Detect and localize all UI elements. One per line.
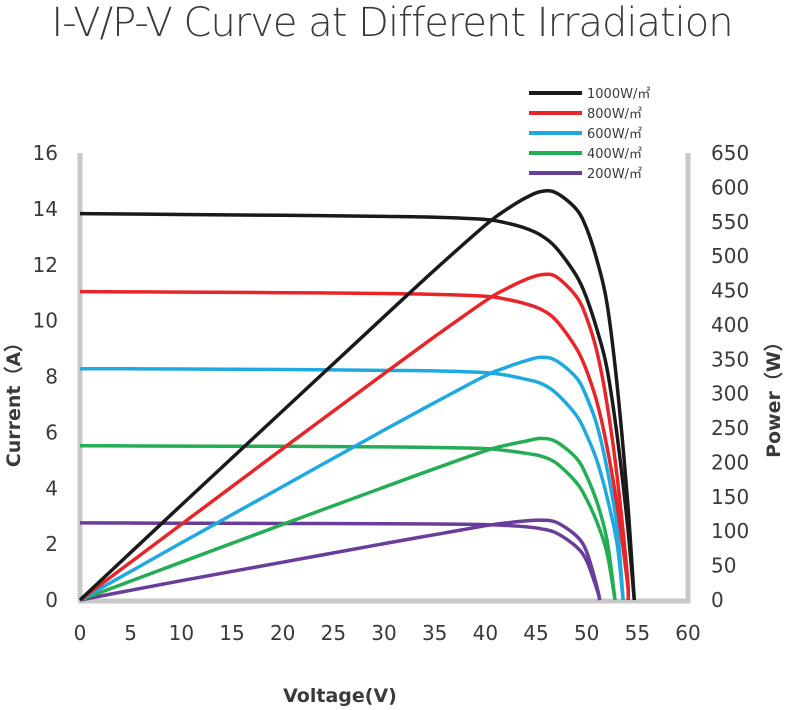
- x-tick-label: 5: [124, 621, 137, 645]
- iv-curve-800: [79, 289, 631, 601]
- iv-curve-600: [79, 366, 625, 601]
- y2-tick-label: 100: [711, 519, 749, 543]
- pv-curve-400: [79, 436, 617, 602]
- y2-tick-label: 550: [711, 210, 749, 234]
- x-tick-label: 45: [523, 621, 548, 645]
- legend-label: 200W/㎡: [587, 167, 642, 182]
- y2-tick-label: 600: [711, 175, 749, 199]
- axes: [77, 153, 691, 604]
- y2-tick-label: 0: [711, 588, 724, 612]
- iv-curve-1000: [79, 211, 637, 601]
- curves: [78, 189, 637, 602]
- iv-curve-200: [79, 521, 602, 601]
- y-tick-label: 4: [45, 476, 58, 500]
- y2-tick-label: 150: [711, 485, 749, 509]
- legend-label: 1000W/㎡: [587, 87, 650, 102]
- x-tick-label: 40: [473, 621, 498, 645]
- y-tick-label: 10: [33, 309, 58, 333]
- x-tick-labels: 0 5 10 15 20 25 30 35 40 45 50 55 60: [74, 621, 701, 645]
- y2-tick-label: 650: [711, 141, 749, 165]
- x-tick-label: 0: [74, 621, 87, 645]
- y2-tick-label: 300: [711, 382, 749, 406]
- chart-title: I-V/P-V Curve at Different Irradiation: [51, 0, 732, 46]
- y-tick-label: 2: [45, 532, 58, 556]
- x-tick-label: 10: [169, 621, 194, 645]
- y-tick-label: 14: [33, 197, 58, 221]
- y2-tick-label: 450: [711, 279, 749, 303]
- y2-tick-label: 350: [711, 347, 749, 371]
- pv-curve-200: [79, 518, 602, 602]
- y-axis-label: Current（A）: [2, 333, 25, 467]
- legend-label: 600W/㎡: [587, 127, 642, 142]
- y2-tick-label: 250: [711, 416, 749, 440]
- y-tick-labels: 0 2 4 6 8 10 12 14 16: [33, 141, 58, 612]
- legend-label: 400W/㎡: [587, 147, 642, 162]
- pv-curve-600: [79, 355, 625, 602]
- x-tick-label: 20: [270, 621, 295, 645]
- y2-tick-label: 400: [711, 313, 749, 337]
- x-tick-label: 60: [675, 621, 700, 645]
- x-tick-label: 55: [625, 621, 650, 645]
- y-tick-label: 0: [45, 588, 58, 612]
- iv-curve-400: [79, 444, 617, 601]
- x-axis-label: Voltage(V): [283, 685, 397, 707]
- pv-curve-1000: [78, 189, 637, 602]
- y-tick-label: 6: [45, 420, 58, 444]
- y2-tick-labels: 0 50 100 150 200 250 300 350 400 450 500 550 600 650: [711, 141, 749, 612]
- y2-tick-label: 500: [711, 244, 749, 268]
- x-tick-label: 50: [574, 621, 599, 645]
- x-tick-label: 30: [371, 621, 396, 645]
- pv-curve-800: [78, 272, 631, 602]
- y2-tick-label: 200: [711, 450, 749, 474]
- x-tick-label: 25: [321, 621, 346, 645]
- legend: 1000W/㎡ 800W/㎡ 600W/㎡ 400W/㎡ 200W/㎡: [529, 87, 650, 182]
- x-tick-label: 15: [219, 621, 244, 645]
- y-tick-label: 12: [33, 253, 58, 277]
- y-tick-label: 8: [45, 365, 58, 389]
- y-tick-label: 16: [33, 141, 58, 165]
- y2-axis-label: Power（W）: [762, 332, 785, 458]
- x-tick-label: 35: [422, 621, 447, 645]
- legend-label: 800W/㎡: [587, 107, 642, 122]
- y2-tick-label: 50: [711, 554, 736, 578]
